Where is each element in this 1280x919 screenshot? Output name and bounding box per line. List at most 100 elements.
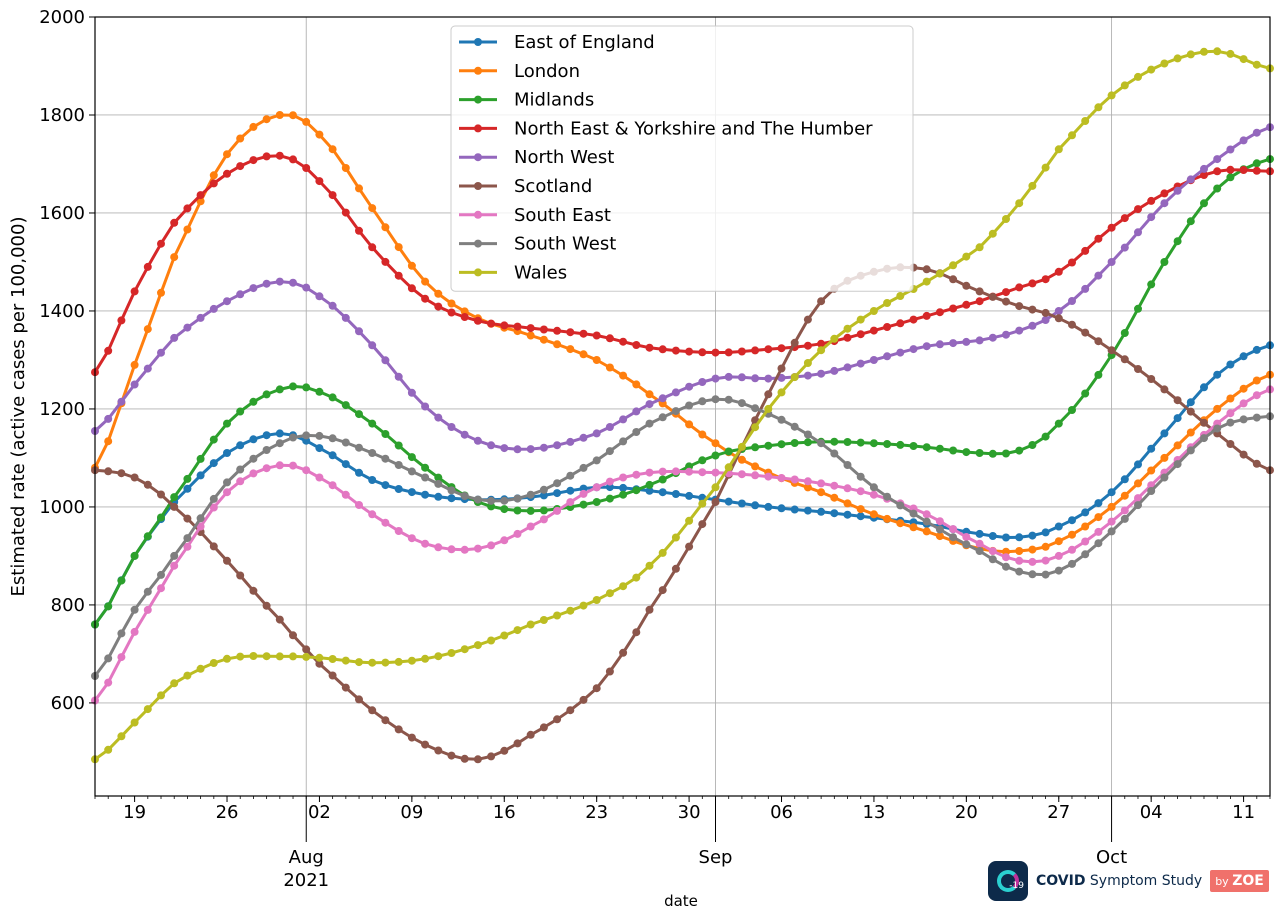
data-point xyxy=(275,385,284,394)
data-point xyxy=(157,570,165,579)
data-point xyxy=(275,111,284,119)
data-point xyxy=(1239,55,1248,64)
data-point xyxy=(1094,103,1103,112)
data-point xyxy=(579,463,588,472)
data-point xyxy=(1186,446,1195,455)
data-point xyxy=(579,500,588,509)
legend-marker xyxy=(474,124,482,133)
data-point xyxy=(777,373,786,382)
data-point xyxy=(1120,514,1129,523)
data-point xyxy=(1081,508,1090,517)
x-minor-tick-label: 06 xyxy=(770,802,793,823)
data-point xyxy=(1134,365,1142,373)
data-point xyxy=(737,470,746,479)
data-point xyxy=(473,495,482,504)
data-point xyxy=(130,473,139,482)
data-point xyxy=(645,605,654,614)
data-point xyxy=(473,316,482,325)
data-point xyxy=(1094,499,1103,508)
data-point xyxy=(579,329,588,338)
data-point xyxy=(803,483,812,492)
data-point xyxy=(434,289,443,298)
data-point xyxy=(1107,502,1116,511)
data-point xyxy=(249,284,258,293)
data-point xyxy=(381,481,390,490)
data-point xyxy=(817,439,826,448)
data-point xyxy=(645,419,654,428)
data-point xyxy=(883,440,892,448)
series xyxy=(91,155,1274,629)
data-point xyxy=(1054,566,1063,575)
data-point xyxy=(143,605,152,614)
data-point xyxy=(157,239,165,248)
data-point xyxy=(711,395,720,404)
data-point xyxy=(592,483,601,492)
data-point xyxy=(566,606,575,615)
data-point xyxy=(790,338,799,347)
data-point xyxy=(236,290,245,299)
data-point xyxy=(434,473,443,482)
data-point xyxy=(394,527,403,535)
data-point xyxy=(421,463,430,472)
data-point xyxy=(1239,399,1248,408)
data-point xyxy=(988,555,997,564)
data-point xyxy=(355,327,363,336)
data-point xyxy=(737,499,746,508)
legend-marker xyxy=(474,38,482,46)
data-point xyxy=(341,460,350,469)
data-point xyxy=(407,534,416,543)
data-point xyxy=(619,490,628,499)
data-point xyxy=(302,383,311,392)
data-point xyxy=(1120,214,1129,223)
data-point xyxy=(790,505,799,514)
data-point xyxy=(1213,167,1222,176)
data-point xyxy=(1173,396,1182,405)
data-point xyxy=(539,335,548,344)
data-point xyxy=(407,284,416,293)
data-point xyxy=(460,307,469,316)
data-point xyxy=(157,490,165,499)
data-point xyxy=(658,488,667,497)
data-point xyxy=(1002,330,1010,339)
data-point xyxy=(605,447,614,456)
data-point xyxy=(922,527,931,536)
data-point xyxy=(632,428,641,436)
data-point xyxy=(1160,429,1169,438)
data-point xyxy=(724,447,733,456)
data-point xyxy=(421,473,430,482)
data-point xyxy=(671,388,680,397)
data-point xyxy=(487,441,496,450)
data-point xyxy=(1041,570,1050,579)
data-point xyxy=(460,492,469,500)
y-tick-label: 1000 xyxy=(39,497,85,518)
legend-marker xyxy=(474,95,482,104)
data-point xyxy=(671,564,680,573)
data-point xyxy=(658,586,667,595)
data-point xyxy=(751,346,760,355)
data-point xyxy=(143,262,152,271)
data-point xyxy=(645,390,654,399)
data-point xyxy=(1120,243,1129,252)
data-point xyxy=(1226,49,1235,58)
data-point xyxy=(566,706,575,715)
data-point xyxy=(1186,398,1195,407)
data-point xyxy=(500,496,509,505)
y-axis: 600 800 1000 1200 1400 1600 1800 2000 xyxy=(39,7,95,714)
data-point xyxy=(170,333,179,342)
data-point xyxy=(1160,258,1169,266)
data-point xyxy=(196,514,205,523)
data-point xyxy=(685,401,694,410)
data-point xyxy=(236,162,245,171)
data-point xyxy=(1028,305,1037,314)
data-point xyxy=(130,718,139,727)
data-point xyxy=(381,658,390,667)
legend-marker xyxy=(474,268,482,277)
data-point xyxy=(579,433,588,442)
legend-box xyxy=(450,25,914,292)
data-point xyxy=(592,456,601,465)
data-point xyxy=(1173,186,1182,195)
data-point xyxy=(1068,559,1076,568)
legend-label: London xyxy=(514,61,580,82)
data-point xyxy=(922,517,931,526)
data-point xyxy=(1081,117,1090,125)
